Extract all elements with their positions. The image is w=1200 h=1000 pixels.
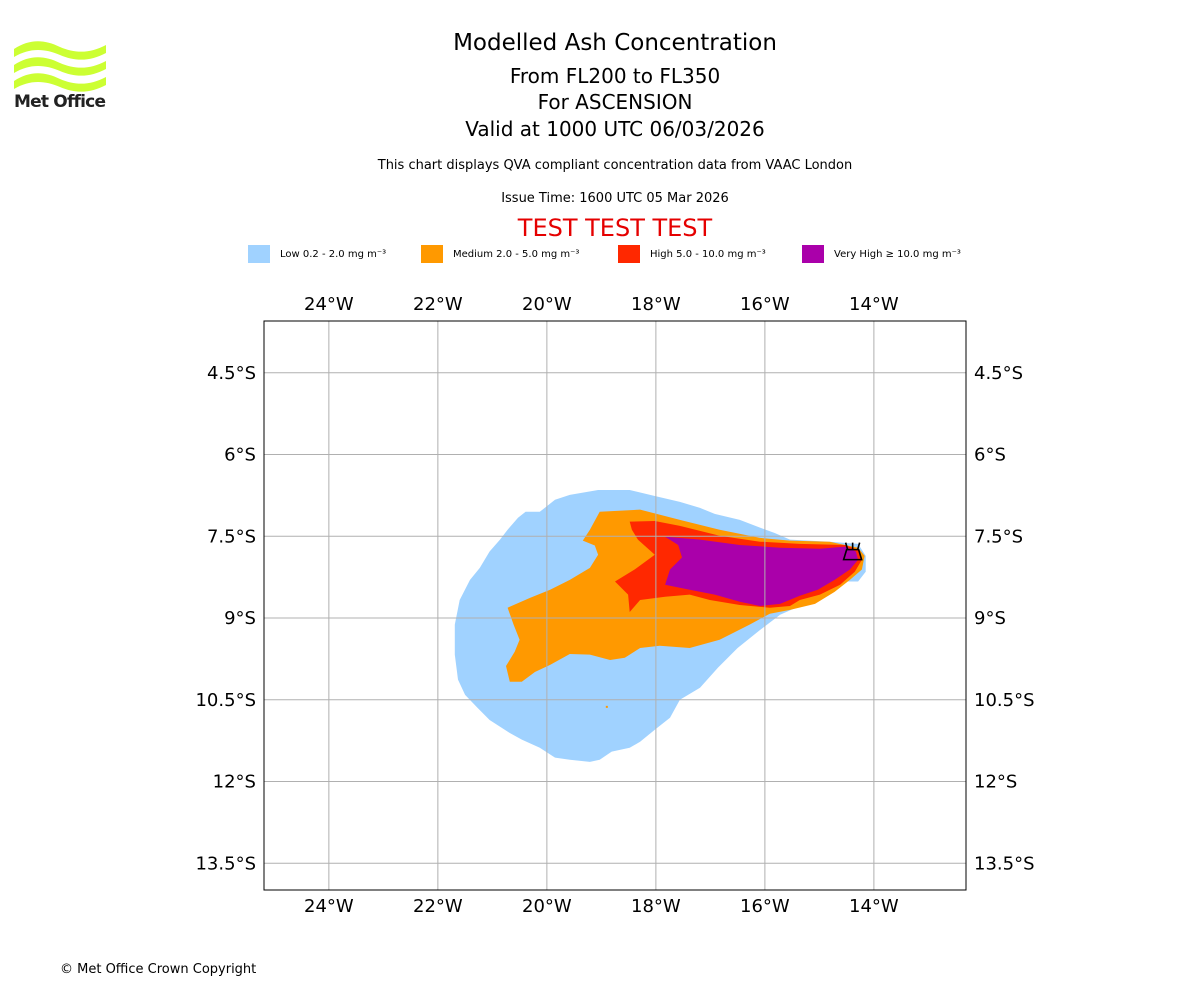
x-tick-label-top: 20°W	[522, 294, 572, 315]
chart-description: This chart displays QVA compliant concen…	[377, 158, 853, 173]
y-tick-label-left: 7.5°S	[207, 526, 256, 547]
flight-level-range: From FL200 to FL350	[509, 64, 721, 88]
legend-label-very-high: Very High ≥ 10.0 mg m⁻³	[834, 248, 961, 260]
isolated-ash-point	[605, 705, 608, 708]
y-tick-label-left: 4.5°S	[207, 363, 256, 384]
legend-item-very-high: Very High ≥ 10.0 mg m⁻³	[802, 244, 961, 264]
x-tick-label-bottom: 20°W	[522, 896, 572, 917]
legend-item-high: High 5.0 - 10.0 mg m⁻³	[618, 244, 766, 264]
x-tick-label-top: 14°W	[849, 294, 899, 315]
met-office-logo-icon	[14, 41, 106, 92]
legend-label-low: Low 0.2 - 2.0 mg m⁻³	[280, 248, 387, 260]
contour-very-high	[665, 536, 859, 606]
y-tick-label-right: 12°S	[974, 772, 1017, 793]
x-tick-label-bottom: 22°W	[413, 896, 463, 917]
y-tick-label-right: 9°S	[974, 608, 1006, 629]
x-tick-label-bottom: 16°W	[740, 896, 790, 917]
y-tick-label-right: 13.5°S	[974, 853, 1035, 874]
ash-contours	[454, 490, 866, 762]
x-tick-label-bottom: 24°W	[304, 896, 354, 917]
x-tick-label-top: 16°W	[740, 294, 790, 315]
legend-swatch-very-high	[802, 245, 824, 263]
valid-time: Valid at 1000 UTC 06/03/2026	[465, 117, 765, 141]
x-tick-label-top: 24°W	[304, 294, 354, 315]
y-tick-label-left: 13.5°S	[195, 853, 256, 874]
legend-label-medium: Medium 2.0 - 5.0 mg m⁻³	[453, 248, 580, 260]
chart-title: Modelled Ash Concentration	[453, 30, 777, 56]
copyright-notice: © Met Office Crown Copyright	[60, 962, 257, 977]
y-tick-label-left: 10.5°S	[195, 690, 256, 711]
legend-swatch-high	[618, 245, 640, 263]
met-office-logo-text: Met Office	[14, 92, 106, 112]
legend-swatch-medium	[421, 245, 443, 263]
x-tick-label-bottom: 14°W	[849, 896, 899, 917]
y-tick-label-left: 9°S	[224, 608, 256, 629]
y-tick-label-right: 6°S	[974, 445, 1006, 466]
region-label: For ASCENSION	[537, 90, 693, 114]
legend-swatch-low	[248, 245, 270, 263]
map-frame	[263, 320, 967, 891]
legend-item-low: Low 0.2 - 2.0 mg m⁻³	[248, 244, 386, 264]
x-tick-label-top: 18°W	[631, 294, 681, 315]
legend-label-high: High 5.0 - 10.0 mg m⁻³	[650, 248, 766, 260]
volcano-icon	[842, 542, 863, 561]
y-tick-label-left: 12°S	[213, 772, 256, 793]
graticule	[264, 321, 966, 890]
legend-item-medium: Medium 2.0 - 5.0 mg m⁻³	[421, 244, 579, 264]
y-tick-label-right: 10.5°S	[974, 690, 1035, 711]
map-markers	[842, 542, 863, 561]
x-tick-label-top: 22°W	[413, 294, 463, 315]
y-tick-label-left: 6°S	[224, 445, 256, 466]
y-tick-label-right: 4.5°S	[974, 363, 1023, 384]
x-tick-label-bottom: 18°W	[631, 896, 681, 917]
y-tick-label-right: 7.5°S	[974, 526, 1023, 547]
issue-time: Issue Time: 1600 UTC 05 Mar 2026	[501, 191, 729, 206]
test-banner: TEST TEST TEST	[517, 214, 713, 242]
axis-tick-labels: 24°W 24°W 22°W 22°W 20°W 20°W 18°W 18°W 16°W 16°W…	[195, 294, 1034, 917]
